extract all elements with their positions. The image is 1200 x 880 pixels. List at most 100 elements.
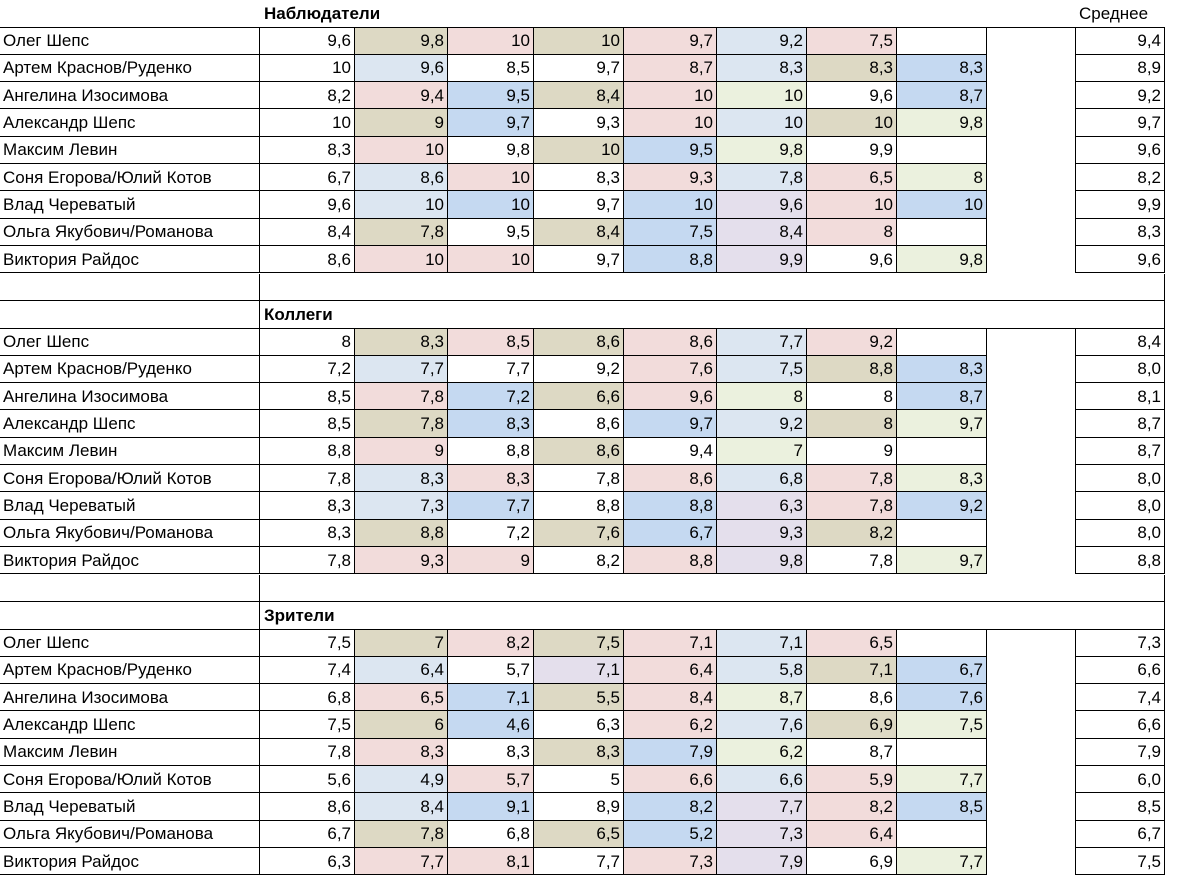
score-cell[interactable]: 5,6 — [260, 766, 355, 793]
score-cell[interactable]: 9,2 — [534, 356, 624, 383]
score-cell[interactable]: 8,2 — [448, 630, 534, 657]
score-cell[interactable]: 8,8 — [355, 520, 448, 547]
score-cell[interactable]: 8,2 — [260, 82, 355, 109]
score-cell[interactable]: 7,6 — [897, 684, 987, 711]
score-cell[interactable]: 9,7 — [624, 410, 717, 437]
score-cell[interactable]: 7,9 — [624, 739, 717, 766]
participant-name[interactable]: Влад Череватый — [0, 492, 260, 519]
score-cell[interactable]: 8 — [260, 329, 355, 356]
score-cell[interactable]: 8,2 — [624, 793, 717, 820]
score-cell[interactable]: 7,5 — [807, 28, 897, 55]
score-cell[interactable]: 9,7 — [897, 410, 987, 437]
score-cell[interactable]: 7,6 — [717, 711, 807, 738]
score-cell[interactable]: 8,6 — [807, 684, 897, 711]
score-cell[interactable]: 8,3 — [355, 465, 448, 492]
average-cell[interactable]: 8,2 — [1075, 164, 1165, 191]
score-cell[interactable]: 9,5 — [448, 219, 534, 246]
average-cell[interactable]: 9,7 — [1075, 109, 1165, 136]
participant-name[interactable]: Ольга Якубович/Романова — [0, 520, 260, 547]
score-cell[interactable]: 9,8 — [448, 137, 534, 164]
score-cell[interactable]: 5,8 — [717, 657, 807, 684]
score-cell[interactable]: 9,9 — [807, 137, 897, 164]
score-cell[interactable]: 7,8 — [260, 547, 355, 574]
score-cell[interactable]: 8,5 — [897, 793, 987, 820]
score-cell[interactable]: 8,1 — [448, 848, 534, 875]
participant-name[interactable]: Артем Краснов/Руденко — [0, 55, 260, 82]
average-cell[interactable]: 6,7 — [1075, 821, 1165, 848]
average-cell[interactable]: 8,0 — [1075, 520, 1165, 547]
score-cell[interactable]: 10 — [717, 109, 807, 136]
score-cell[interactable]: 9,8 — [897, 109, 987, 136]
score-cell[interactable]: 8,7 — [807, 739, 897, 766]
score-cell[interactable]: 8,8 — [624, 547, 717, 574]
score-cell[interactable]: 7,5 — [260, 630, 355, 657]
score-cell[interactable]: 8,8 — [624, 492, 717, 519]
score-cell[interactable]: 9,6 — [260, 28, 355, 55]
score-cell[interactable]: 8,3 — [355, 329, 448, 356]
participant-name[interactable]: Влад Череватый — [0, 191, 260, 218]
average-cell[interactable]: 8,1 — [1075, 383, 1165, 410]
score-cell[interactable]: 9,7 — [897, 547, 987, 574]
score-cell[interactable]: 7,7 — [355, 848, 448, 875]
score-cell[interactable]: 6,5 — [807, 164, 897, 191]
score-cell[interactable]: 8,7 — [897, 82, 987, 109]
average-cell[interactable]: 9,2 — [1075, 82, 1165, 109]
score-cell[interactable]: 8,4 — [534, 219, 624, 246]
score-cell[interactable]: 6 — [355, 711, 448, 738]
score-cell[interactable]: 9 — [807, 438, 897, 465]
score-cell[interactable]: 8,6 — [260, 793, 355, 820]
score-cell[interactable]: 5,9 — [807, 766, 897, 793]
score-cell[interactable]: 7,8 — [807, 492, 897, 519]
score-cell[interactable]: 8,4 — [260, 219, 355, 246]
score-cell[interactable]: 10 — [717, 82, 807, 109]
score-cell[interactable] — [897, 520, 987, 547]
score-cell[interactable]: 8,2 — [807, 520, 897, 547]
score-cell[interactable]: 7,7 — [717, 793, 807, 820]
score-cell[interactable] — [897, 739, 987, 766]
participant-name[interactable]: Соня Егорова/Юлий Котов — [0, 766, 260, 793]
average-cell[interactable]: 8,8 — [1075, 547, 1165, 574]
score-cell[interactable]: 8,3 — [448, 410, 534, 437]
score-cell[interactable]: 7,2 — [260, 356, 355, 383]
score-cell[interactable]: 5,2 — [624, 821, 717, 848]
score-cell[interactable]: 6,3 — [260, 848, 355, 875]
average-cell[interactable]: 6,0 — [1075, 766, 1165, 793]
average-cell[interactable]: 6,6 — [1075, 657, 1165, 684]
score-cell[interactable]: 9,7 — [534, 55, 624, 82]
score-cell[interactable]: 6,6 — [717, 766, 807, 793]
score-cell[interactable]: 7 — [355, 630, 448, 657]
score-cell[interactable]: 8,3 — [534, 164, 624, 191]
score-cell[interactable]: 8,7 — [624, 55, 717, 82]
score-cell[interactable]: 9,6 — [807, 246, 897, 273]
score-cell[interactable]: 9,7 — [448, 109, 534, 136]
score-cell[interactable]: 10 — [260, 55, 355, 82]
score-cell[interactable]: 7,5 — [717, 356, 807, 383]
score-cell[interactable]: 7,5 — [897, 711, 987, 738]
score-cell[interactable]: 5,7 — [448, 657, 534, 684]
score-cell[interactable]: 9,6 — [624, 383, 717, 410]
average-cell[interactable]: 6,6 — [1075, 711, 1165, 738]
score-cell[interactable]: 9,8 — [355, 28, 448, 55]
score-cell[interactable]: 10 — [355, 191, 448, 218]
score-cell[interactable]: 8,6 — [260, 246, 355, 273]
score-cell[interactable]: 7,8 — [807, 465, 897, 492]
score-cell[interactable]: 5 — [534, 766, 624, 793]
score-cell[interactable]: 9,3 — [717, 520, 807, 547]
average-cell[interactable]: 9,9 — [1075, 191, 1165, 218]
score-cell[interactable]: 8,5 — [448, 55, 534, 82]
score-cell[interactable]: 7,8 — [355, 383, 448, 410]
score-cell[interactable]: 10 — [355, 137, 448, 164]
score-cell[interactable]: 7 — [717, 438, 807, 465]
participant-name[interactable]: Соня Егорова/Юлий Котов — [0, 164, 260, 191]
participant-name[interactable]: Влад Череватый — [0, 793, 260, 820]
score-cell[interactable]: 8,5 — [260, 383, 355, 410]
score-cell[interactable]: 8,4 — [355, 793, 448, 820]
score-cell[interactable]: 6,2 — [717, 739, 807, 766]
score-cell[interactable]: 8,3 — [897, 55, 987, 82]
score-cell[interactable]: 9,5 — [448, 82, 534, 109]
participant-name[interactable]: Виктория Райдос — [0, 547, 260, 574]
score-cell[interactable]: 4,6 — [448, 711, 534, 738]
score-cell[interactable]: 6,4 — [807, 821, 897, 848]
score-cell[interactable]: 6,3 — [717, 492, 807, 519]
score-cell[interactable]: 9,4 — [355, 82, 448, 109]
